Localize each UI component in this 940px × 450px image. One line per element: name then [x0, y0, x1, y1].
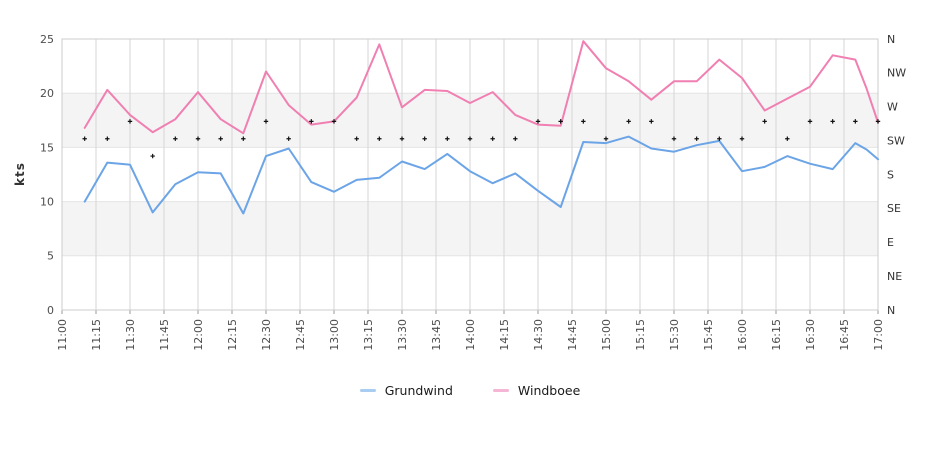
legend: Grundwind Windboee	[0, 383, 940, 398]
svg-text:11:30: 11:30	[124, 319, 137, 351]
svg-text:11:15: 11:15	[90, 319, 103, 351]
svg-text:W: W	[887, 101, 898, 114]
svg-text:15:15: 15:15	[634, 319, 647, 351]
svg-text:12:15: 12:15	[226, 319, 239, 351]
legend-item-grundwind[interactable]: Grundwind	[359, 383, 453, 398]
svg-text:SW: SW	[887, 134, 905, 147]
svg-text:S: S	[887, 168, 894, 181]
svg-text:N: N	[887, 304, 895, 317]
axis-labels: 0 5 10 15 20 25 11:00 11:15 11:30 11:45 12:00 12:15…	[40, 33, 906, 351]
svg-text:E: E	[887, 236, 894, 249]
svg-text:12:45: 12:45	[294, 319, 307, 351]
svg-text:16:15: 16:15	[770, 319, 783, 351]
wind-direction-markers	[82, 119, 881, 159]
svg-text:20: 20	[40, 87, 54, 100]
svg-text:15: 15	[40, 141, 54, 154]
series-lines	[83, 40, 879, 215]
svg-text:N: N	[887, 33, 895, 46]
svg-text:5: 5	[47, 250, 54, 263]
svg-text:SE: SE	[887, 202, 901, 215]
legend-label-grundwind: Grundwind	[384, 383, 453, 398]
svg-text:25: 25	[40, 33, 54, 46]
svg-text:13:45: 13:45	[430, 319, 443, 351]
svg-text:NE: NE	[887, 270, 902, 283]
svg-text:10: 10	[40, 195, 54, 208]
svg-text:13:00: 13:00	[328, 319, 341, 351]
svg-text:14:45: 14:45	[566, 319, 579, 351]
svg-text:16:45: 16:45	[838, 319, 851, 351]
svg-text:NW: NW	[887, 67, 906, 80]
svg-text:15:00: 15:00	[600, 319, 613, 351]
windboee-line-swatch	[492, 389, 509, 392]
svg-text:13:30: 13:30	[396, 319, 409, 351]
gridlines	[61, 38, 879, 314]
svg-text:16:30: 16:30	[804, 319, 817, 351]
svg-text:12:30: 12:30	[260, 319, 273, 351]
svg-text:15:45: 15:45	[702, 319, 715, 351]
grundwind-line-swatch	[359, 389, 376, 392]
y-axis-title-kts: kts	[13, 162, 27, 186]
svg-text:17:00: 17:00	[872, 319, 885, 351]
legend-item-windboee[interactable]: Windboee	[492, 383, 581, 398]
svg-text:11:45: 11:45	[158, 319, 171, 351]
svg-text:15:30: 15:30	[668, 319, 681, 351]
svg-text:0: 0	[47, 304, 54, 317]
legend-label-windboee: Windboee	[517, 383, 581, 398]
svg-text:11:00: 11:00	[56, 319, 69, 351]
svg-text:16:00: 16:00	[736, 319, 749, 351]
svg-text:14:30: 14:30	[532, 319, 545, 351]
svg-text:14:15: 14:15	[498, 319, 511, 351]
svg-text:13:15: 13:15	[362, 319, 375, 351]
svg-text:14:00: 14:00	[464, 319, 477, 351]
svg-text:12:00: 12:00	[192, 319, 205, 351]
